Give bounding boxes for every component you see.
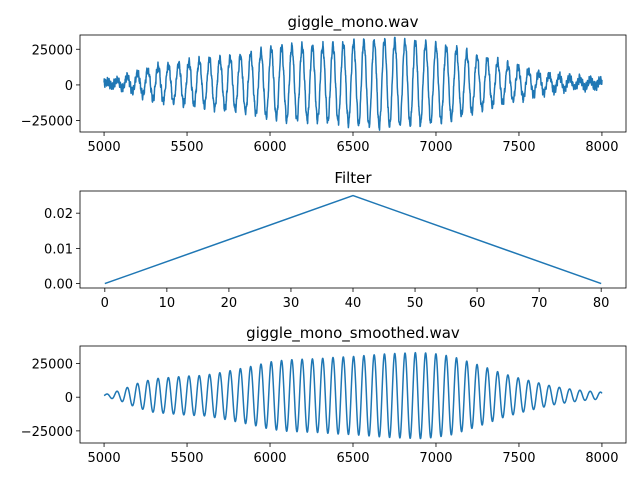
x-tick-label: 8000 <box>585 140 618 155</box>
series-line-smoothed <box>103 351 603 440</box>
axes-waveform-smoothed: giggle_mono_smoothed.wav 5000 5500 6000 650… <box>21 324 627 466</box>
x-tick-label: 60 <box>469 296 486 311</box>
x-tick-label: 8000 <box>585 451 618 466</box>
axes-filter: Filter 0 10 20 30 40 50 60 70 80 0.00 0.01 0.02 <box>44 169 627 311</box>
x-tick-label: 5000 <box>88 140 121 155</box>
x-tick-label: 6000 <box>253 451 286 466</box>
y-tick-label: 25000 <box>32 358 73 373</box>
x-tick-label: 50 <box>407 296 424 311</box>
x-tick-label: 5000 <box>88 451 121 466</box>
y-tick-label: 0.00 <box>44 278 73 293</box>
y-tick-label: −25000 <box>21 115 73 130</box>
x-tick-label: 6500 <box>336 451 369 466</box>
x-tick-label: 7500 <box>502 451 535 466</box>
series-line-original <box>103 36 603 131</box>
x-tick-label: 7000 <box>419 451 452 466</box>
x-tick-label: 5500 <box>170 451 203 466</box>
y-tick-label: 0 <box>65 391 73 406</box>
x-tick-label: 7500 <box>502 140 535 155</box>
x-tick-label: 7000 <box>419 140 452 155</box>
chart-title-filter: Filter <box>334 169 372 187</box>
series-line-filter <box>104 194 602 285</box>
chart-title-smoothed: giggle_mono_smoothed.wav <box>246 324 460 343</box>
axes-waveform-original: giggle_mono.wav 5000 5500 6000 6500 7000 7500… <box>21 13 627 155</box>
x-tick-label: 0 <box>101 296 109 311</box>
x-tick-label: 5500 <box>170 140 203 155</box>
y-tick-label: 0.02 <box>44 207 73 222</box>
x-tick-label: 10 <box>159 296 176 311</box>
x-tick-label: 80 <box>593 296 610 311</box>
y-tick-label: 0 <box>65 79 73 94</box>
x-tick-label: 20 <box>221 296 238 311</box>
y-tick-label: 25000 <box>32 43 73 58</box>
x-tick-label: 6500 <box>336 140 369 155</box>
chart-title-original: giggle_mono.wav <box>288 13 419 32</box>
x-tick-label: 40 <box>345 296 362 311</box>
x-tick-label: 30 <box>283 296 300 311</box>
y-tick-label: 0.01 <box>44 242 73 257</box>
y-tick-label: −25000 <box>21 425 73 440</box>
x-tick-label: 6000 <box>253 140 286 155</box>
x-tick-label: 70 <box>531 296 548 311</box>
